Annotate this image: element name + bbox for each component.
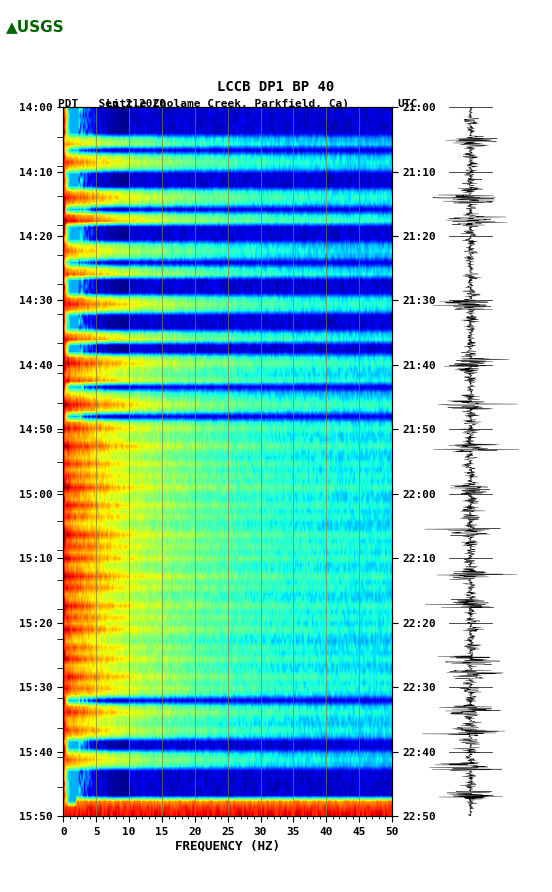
- Text: PDT   Sep 2,2020: PDT Sep 2,2020: [58, 99, 166, 109]
- X-axis label: FREQUENCY (HZ): FREQUENCY (HZ): [175, 839, 280, 853]
- Text: Little Cholame Creek, Parkfield, Ca): Little Cholame Creek, Parkfield, Ca): [106, 99, 349, 109]
- Text: LCCB DP1 BP 40: LCCB DP1 BP 40: [217, 79, 335, 94]
- Text: UTC: UTC: [397, 99, 418, 109]
- Text: ▲USGS: ▲USGS: [6, 20, 64, 34]
